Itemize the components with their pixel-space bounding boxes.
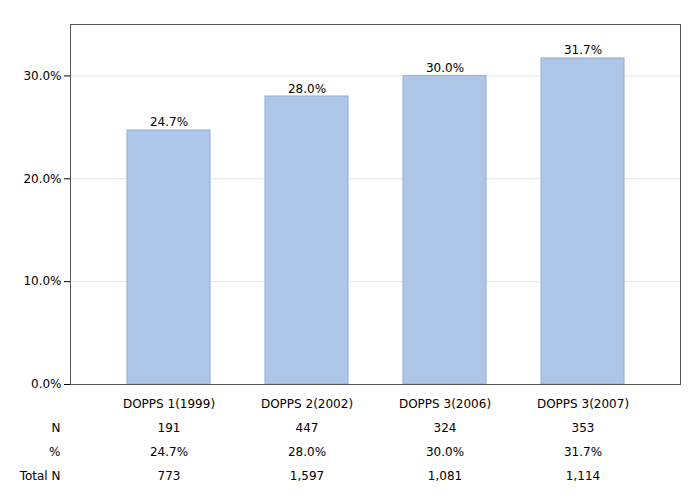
svg-text:N: N xyxy=(52,421,61,435)
svg-text:447: 447 xyxy=(296,421,319,435)
svg-text:30.0%: 30.0% xyxy=(23,69,61,83)
svg-text:DOPPS 2(2002): DOPPS 2(2002) xyxy=(261,397,353,411)
svg-text:28.0%: 28.0% xyxy=(288,445,326,459)
svg-text:DOPPS 3(2007): DOPPS 3(2007) xyxy=(537,397,629,411)
svg-text:30.0%: 30.0% xyxy=(426,61,464,75)
svg-text:10.0%: 10.0% xyxy=(23,274,61,288)
svg-text:24.7%: 24.7% xyxy=(150,115,188,129)
svg-text:31.7%: 31.7% xyxy=(564,43,602,57)
svg-text:31.7%: 31.7% xyxy=(564,445,602,459)
svg-text:191: 191 xyxy=(158,421,181,435)
svg-text:DOPPS 3(2006): DOPPS 3(2006) xyxy=(399,397,491,411)
svg-text:30.0%: 30.0% xyxy=(426,445,464,459)
svg-text:Total N: Total N xyxy=(19,469,61,483)
svg-text:%: % xyxy=(49,445,60,459)
svg-text:DOPPS 1(1999): DOPPS 1(1999) xyxy=(123,397,215,411)
svg-text:0.0%: 0.0% xyxy=(31,377,62,391)
svg-text:20.0%: 20.0% xyxy=(23,172,61,186)
svg-text:28.0%: 28.0% xyxy=(288,82,326,96)
svg-text:24.7%: 24.7% xyxy=(150,445,188,459)
svg-text:1,114: 1,114 xyxy=(566,469,600,483)
svg-text:324: 324 xyxy=(434,421,457,435)
svg-text:1,081: 1,081 xyxy=(428,469,462,483)
svg-text:773: 773 xyxy=(158,469,181,483)
svg-text:353: 353 xyxy=(572,421,595,435)
svg-text:1,597: 1,597 xyxy=(290,469,324,483)
